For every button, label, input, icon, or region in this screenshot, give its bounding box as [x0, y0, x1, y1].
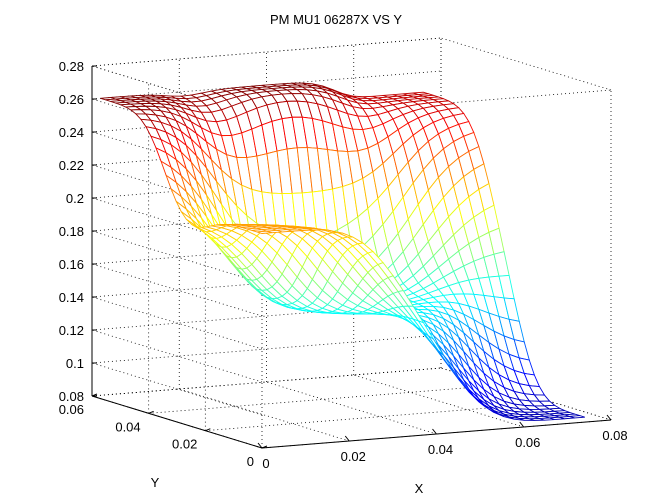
x-tick-label: 0.06	[515, 435, 540, 450]
z-tick-label: 0.16	[59, 257, 84, 272]
y-tick-label: 0.06	[59, 402, 84, 417]
z-tick-label: 0.14	[59, 290, 84, 305]
x-tick-label: 0	[262, 456, 269, 471]
box-edge	[440, 37, 612, 91]
x-tick-mark	[432, 428, 437, 435]
z-tick-label: 0.26	[59, 92, 84, 107]
box-edge	[91, 65, 263, 119]
z-tick-label: 0.1	[66, 356, 84, 371]
z-tick-label: 0.24	[59, 125, 84, 140]
grid-line	[91, 230, 263, 284]
x-axis-label: X	[415, 481, 424, 496]
y-tick-label: 0	[247, 454, 254, 469]
z-tick-label: 0.18	[59, 224, 84, 239]
grid-line	[91, 329, 263, 383]
z-tick-label: 0.12	[59, 323, 84, 338]
y-tick-mark	[261, 445, 268, 449]
y-tick-label: 0.02	[172, 437, 197, 452]
surface-mesh	[100, 82, 585, 421]
x-tick-label: 0.08	[602, 428, 627, 443]
x-tick-label: 0.02	[341, 449, 366, 464]
grid-line	[91, 197, 263, 251]
y-axis-label: Y	[151, 475, 160, 490]
y-axis-line	[91, 395, 263, 449]
x-tick-label: 0.04	[428, 442, 453, 457]
y-tick-label: 0.04	[115, 419, 140, 434]
x-tick-mark	[519, 421, 525, 428]
z-tick-label: 0.28	[59, 59, 84, 74]
grid-line	[148, 384, 498, 414]
x-tick-mark	[257, 442, 263, 449]
grid-line	[91, 263, 263, 317]
tick-labels: 0 0.02 0.04 0.06 0.0800.020.040.060.080.10.1…	[59, 59, 628, 471]
z-tick-label: 0.08	[59, 389, 84, 404]
y-tick-mark	[205, 428, 211, 432]
grid-line	[91, 362, 263, 416]
grid-line	[266, 381, 437, 435]
grid-line	[353, 374, 524, 428]
surface-patch	[569, 415, 585, 419]
z-tick-label: 0.22	[59, 158, 84, 173]
y-tick-mark	[148, 410, 154, 414]
z-tick-label: 0.2	[66, 191, 84, 206]
x-tick-mark	[344, 435, 350, 442]
grid-line	[179, 388, 350, 442]
axes-layer	[91, 65, 612, 449]
x-tick-mark	[606, 414, 612, 421]
chart-title: PM MU1 06287X VS Y	[270, 12, 402, 27]
grid-line	[91, 296, 263, 350]
